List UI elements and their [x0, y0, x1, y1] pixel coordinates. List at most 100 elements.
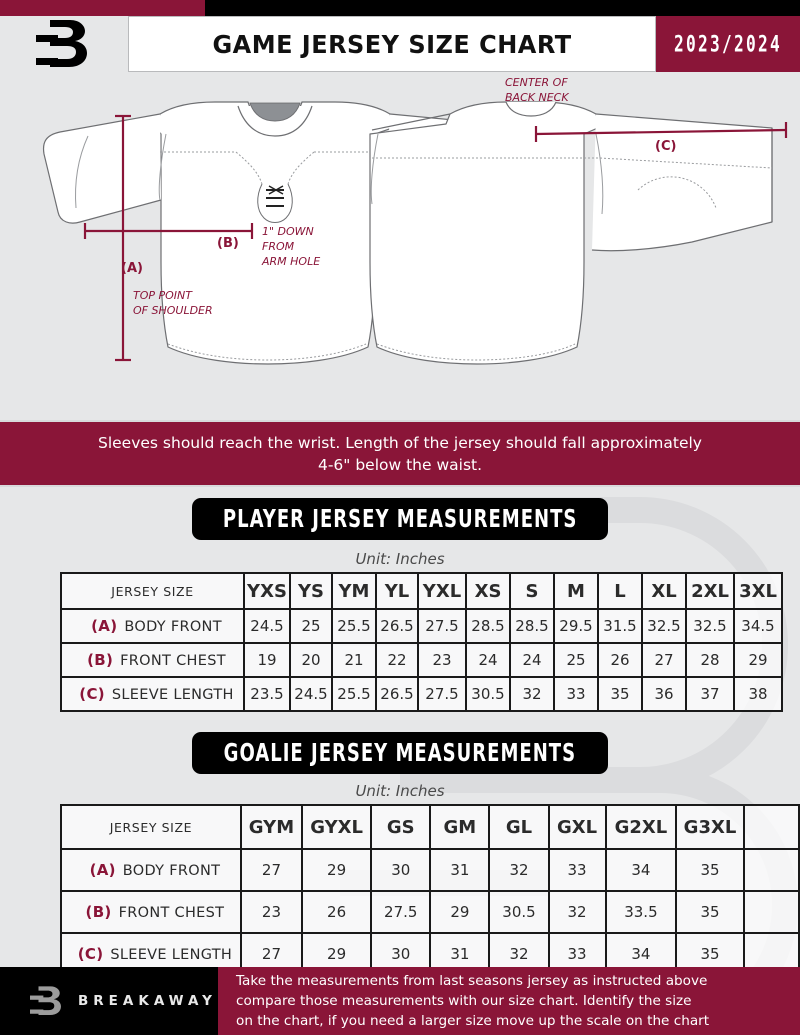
label-a-caption-2: OF SHOULDER — [133, 304, 213, 317]
measurement-name: SLEEVE LENGTH — [111, 687, 234, 703]
measurement-name: SLEEVE LENGTH — [110, 947, 233, 963]
table-header-row: JERSEY SIZE YXS YS YM YL YXL XS S M L XL 2XL 3XL — [60, 572, 783, 610]
column-header: YXS — [244, 572, 291, 610]
column-header: 2XL — [686, 572, 735, 610]
column-header: GS — [371, 804, 432, 850]
note-banner-text: Sleeves should reach the wrist. Length o… — [98, 433, 702, 474]
table-header-row: JERSEY SIZE GYM GYXL GS GM GL GXL G2XL G3XL — [60, 804, 800, 850]
measurement-tag: (A) — [91, 617, 118, 635]
label-a-tag: (A) — [121, 261, 143, 276]
label-b-caption-1: 1" DOWN — [262, 225, 314, 238]
table-row: (A) BODY FRONT 27 29 30 31 32 33 34 35 — [60, 848, 800, 892]
footer-note-block: Take the measurements from last seasons … — [218, 967, 800, 1035]
footer-note-line-3: on the chart, if you need a larger size … — [236, 1013, 710, 1029]
measurement-value-cell: 29 — [734, 643, 783, 678]
footer-logo-block: BREAKAWAY — [0, 967, 218, 1035]
measurement-value-cell: 26.5 — [376, 608, 419, 644]
measurement-label-cell: (B) FRONT CHEST — [60, 643, 245, 678]
measurement-name: BODY FRONT — [122, 863, 221, 879]
measurement-tag: (C) — [79, 685, 105, 703]
measurement-value-cell: 26.5 — [376, 677, 419, 712]
goalie-measurements-table: JERSEY SIZE GYM GYXL GS GM GL GXL G2XL G3XL (A)… — [60, 804, 800, 976]
measurement-value-cell: 33 — [548, 848, 607, 892]
measurement-value-cell: 29 — [302, 848, 373, 892]
measurement-value-cell: 30.5 — [466, 677, 511, 712]
label-b-tag: (B) — [217, 236, 239, 251]
measurement-value-cell: 34.5 — [734, 608, 783, 644]
measurement-value-cell: 27.5 — [418, 608, 467, 644]
label-a-caption-1: TOP POINT — [133, 289, 193, 302]
measurement-value-cell: 33 — [554, 677, 599, 712]
column-header: XS — [466, 572, 511, 610]
column-header: XL — [642, 572, 687, 610]
measurement-tag: (A) — [89, 861, 116, 879]
measurement-value-cell: 27.5 — [418, 677, 467, 712]
measurement-value-cell: 32 — [510, 677, 555, 712]
measurement-value-cell: 28.5 — [510, 608, 555, 644]
label-c-caption-1: CENTER OF — [505, 76, 568, 89]
column-header: GYXL — [302, 804, 373, 850]
footer-note-text: Take the measurements from last seasons … — [236, 971, 709, 1031]
measurement-value-cell: 36 — [642, 677, 687, 712]
back-jersey-drawing — [369, 101, 773, 365]
column-header: GL — [489, 804, 550, 850]
measurement-value-cell: 31 — [430, 848, 491, 892]
goalie-section-title: GOALIE JERSEY MEASUREMENTS — [223, 739, 577, 767]
measurement-value-cell: 29 — [430, 891, 491, 934]
measurement-value-cell: 34 — [605, 848, 678, 892]
measurement-value-cell: 32.5 — [642, 608, 687, 644]
measurement-value-cell: 35 — [676, 848, 745, 892]
column-header: YM — [332, 572, 377, 610]
footer-note-line-2: compare those measurements with our size… — [236, 993, 692, 1009]
measurement-tag: (B) — [87, 651, 114, 669]
measurement-value-cell: 27 — [642, 643, 687, 678]
measurement-value-cell: 24 — [466, 643, 511, 678]
back-measure-c — [534, 122, 788, 142]
measurement-value-cell: 25.5 — [332, 608, 377, 644]
column-header: G2XL — [605, 804, 678, 850]
header-year-badge: 2023/2024 — [656, 16, 800, 72]
goalie-size-label: JERSEY SIZE — [60, 804, 242, 850]
label-c-caption-2: BACK NECK — [505, 91, 569, 104]
goalie-table-wrap: JERSEY SIZE GYM GYXL GS GM GL GXL G2XL G3XL (A)… — [60, 804, 800, 976]
season-year: 2023/2024 — [673, 30, 783, 58]
label-b-caption-3: ARM HOLE — [261, 255, 320, 268]
measurement-value-cell: 32 — [489, 848, 550, 892]
measurement-value-cell — [743, 891, 800, 934]
player-unit-label: Unit: Inches — [355, 550, 445, 568]
measurement-label-cell: (A) BODY FRONT — [60, 848, 242, 892]
measurement-value-cell: 35 — [598, 677, 643, 712]
footer-brand-name: BREAKAWAY — [78, 993, 217, 1009]
table-row: (A) BODY FRONT 24.5 25 25.5 26.5 27.5 28.5 28.5 2… — [60, 608, 783, 644]
player-section-pill: PLAYER JERSEY MEASUREMENTS — [192, 498, 608, 540]
measurement-value-cell: 24 — [510, 643, 555, 678]
column-header: L — [598, 572, 643, 610]
measurement-name: FRONT CHEST — [120, 653, 226, 669]
measurement-value-cell: 25 — [554, 643, 599, 678]
measurement-name: FRONT CHEST — [118, 905, 225, 921]
column-header: M — [554, 572, 599, 610]
measurement-value-cell — [743, 848, 800, 892]
column-header: GXL — [548, 804, 607, 850]
label-c-tag: (C) — [655, 139, 676, 154]
measurement-value-cell: 21 — [332, 643, 377, 678]
footer-note-line-1: Take the measurements from last seasons … — [236, 973, 708, 989]
table-row: (B) FRONT CHEST 23 26 27.5 29 30.5 32 33.5 35 — [60, 891, 800, 934]
player-measurements-table: JERSEY SIZE YXS YS YM YL YXL XS S M L XL 2XL 3XL (A… — [60, 572, 783, 712]
page-title: GAME JERSEY SIZE CHART — [212, 29, 572, 59]
measurement-value-cell: 28 — [686, 643, 735, 678]
column-header: YXL — [418, 572, 467, 610]
top-strip-maroon — [0, 0, 205, 16]
column-header: S — [510, 572, 555, 610]
measurement-value-cell: 25 — [290, 608, 333, 644]
table-row: (B) FRONT CHEST 19 20 21 22 23 24 24 25 26 27 28 29 — [60, 643, 783, 678]
front-measure-b — [83, 223, 254, 239]
measurement-value-cell: 27 — [240, 848, 304, 892]
note-banner: Sleeves should reach the wrist. Length o… — [0, 420, 800, 487]
player-size-label: JERSEY SIZE — [60, 572, 245, 610]
column-header: 3XL — [734, 572, 783, 610]
measurement-value-cell: 25.5 — [332, 677, 377, 712]
column-header: YS — [290, 572, 333, 610]
measurement-value-cell: 26 — [302, 891, 373, 934]
